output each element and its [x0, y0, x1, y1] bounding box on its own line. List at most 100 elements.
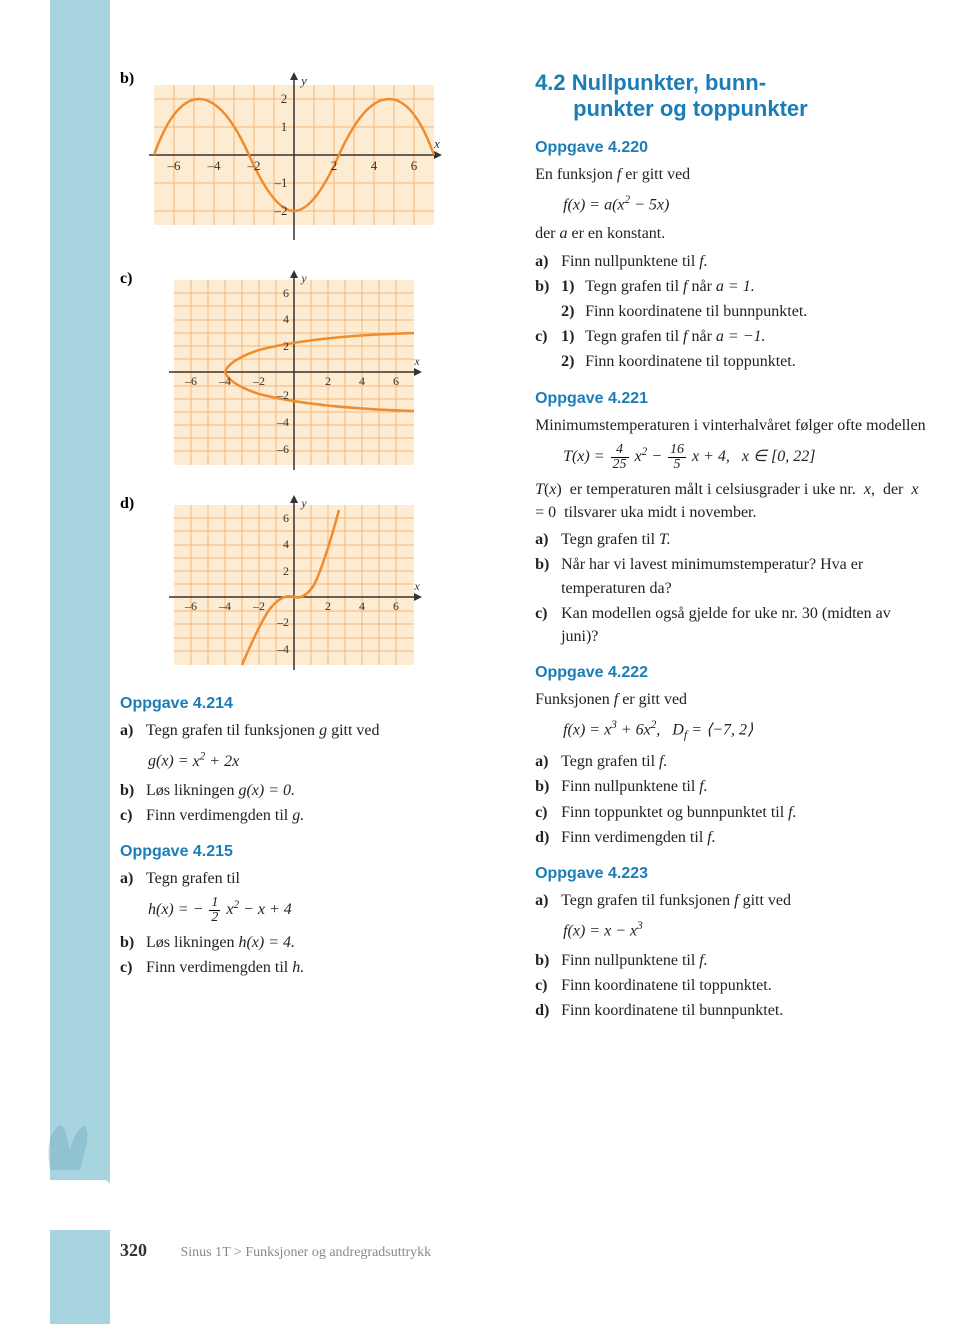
lhs: g(x) — [148, 753, 174, 770]
page-tab — [40, 1180, 110, 1230]
item-tag: c) — [535, 325, 561, 348]
item-tag: a) — [120, 719, 146, 742]
oppgave-4-223-title: Oppgave 4.223 — [535, 865, 930, 883]
svg-text:–1: –1 — [274, 175, 288, 190]
txt: Tegn grafen til — [585, 278, 679, 295]
formula-214: g(x) = x2 + 2x — [148, 748, 505, 773]
item-tag: a) — [535, 889, 561, 912]
graph-label-b: b) — [120, 70, 144, 88]
item-tag: c) — [535, 602, 561, 648]
item-text: Tegn grafen til f når a = −1. — [585, 325, 930, 348]
svg-text:4: 4 — [359, 599, 365, 613]
item-tag: c) — [535, 801, 561, 824]
fraction: 165 — [668, 443, 686, 472]
svg-text:6: 6 — [283, 511, 289, 525]
var: h. — [292, 959, 304, 976]
txt: er gitt ved — [622, 691, 687, 708]
svg-text:–2: –2 — [276, 615, 289, 629]
txt: Tegn grafen til — [585, 328, 679, 345]
oppgave-4-222-title: Oppgave 4.222 — [535, 664, 930, 682]
var: T. — [659, 531, 671, 548]
item-tag: b) — [535, 553, 561, 599]
numerator: 16 — [668, 443, 686, 458]
formula-223: f(x) = x − x3 — [563, 918, 930, 943]
fraction: 12 — [209, 896, 220, 925]
svg-text:–2: –2 — [276, 388, 289, 402]
page: b) –6 –4 –2 — [0, 0, 960, 1324]
svg-text:6: 6 — [411, 158, 418, 173]
svg-text:–4: –4 — [218, 374, 231, 388]
item-text: Finn toppunktet og bunnpunktet til f. — [561, 801, 930, 824]
var: f — [617, 166, 621, 183]
rhs: x2 + 2x — [193, 753, 240, 770]
svg-text:2: 2 — [283, 339, 289, 353]
item-text: Tegn grafen til funksjonen f gitt ved — [561, 889, 930, 912]
var: f. — [699, 778, 707, 795]
svg-text:4: 4 — [359, 374, 365, 388]
item-subtag: 2) — [561, 350, 585, 373]
svg-text:–6: –6 — [184, 599, 197, 613]
item-tag: b) — [535, 275, 561, 298]
graph-c: –6–4–2 246 642 –2–4–6 y x — [144, 270, 505, 475]
txt: Løs likningen — [146, 934, 234, 951]
item-tag: d) — [535, 826, 561, 849]
intro-text: Minimumstemperaturen i vinterhalvåret fø… — [535, 414, 930, 437]
fraction: 425 — [611, 443, 629, 472]
item-text: Løs likningen g(x) = 0. — [146, 779, 505, 802]
item-text: Tegn grafen til — [146, 867, 505, 890]
txt: Tegn grafen til — [561, 531, 655, 548]
item-text: Finn nullpunktene til f. — [561, 250, 930, 273]
txt: Finn nullpunktene til — [561, 952, 695, 969]
item-text: Finn nullpunktene til f. — [561, 949, 930, 972]
chart-cubic: –6–4–2 246 642 –2–4 y x — [164, 495, 424, 675]
item-tag: a) — [120, 867, 146, 890]
item-tag: b) — [535, 775, 561, 798]
content-columns: b) –6 –4 –2 — [120, 70, 930, 1024]
svg-text:x: x — [413, 354, 420, 368]
item-tag: d) — [535, 999, 561, 1022]
var: f — [734, 892, 738, 909]
formula-220: f(x) = a(x2 − 5x) — [563, 192, 930, 217]
item-text: Tegn grafen til f når a = 1. — [585, 275, 930, 298]
svg-text:–4: –4 — [218, 599, 231, 613]
graph-row-c: c) –6–4–2 — [120, 270, 505, 475]
item-text: Finn koordinatene til toppunktet. — [585, 350, 930, 373]
svg-text:2: 2 — [325, 599, 331, 613]
graph-row-d: d) –6–4–2 — [120, 495, 505, 675]
page-footer: 320 Sinus 1T > Funksjoner og andregradsu… — [120, 1240, 431, 1261]
para-221-2: T(x) er temperaturen målt i celsius­grad… — [535, 478, 930, 524]
var: f. — [699, 253, 707, 270]
oppgave-4-214-title: Oppgave 4.214 — [120, 695, 505, 713]
svg-text:6: 6 — [283, 286, 289, 300]
item-subtag: 1) — [561, 325, 585, 348]
svg-text:–2: –2 — [274, 203, 288, 218]
var: f. — [699, 952, 707, 969]
svg-text:–2: –2 — [252, 599, 265, 613]
svg-text:y: y — [300, 496, 307, 510]
txt: når — [691, 328, 711, 345]
numerator: 1 — [209, 896, 220, 911]
item-subtag: 1) — [561, 275, 585, 298]
title-line2: punkter og toppunkter — [573, 96, 808, 121]
svg-text:–6: –6 — [167, 158, 182, 173]
graph-row-b: b) –6–4–2 — [120, 70, 505, 250]
silhouette-decoration — [30, 1100, 110, 1180]
var: f. — [707, 829, 715, 846]
formula-222: f(x) = x3 + 6x2, Df = ⟨−7, 2⟩ — [563, 717, 930, 744]
item-tag: a) — [535, 750, 561, 773]
var: f — [614, 691, 618, 708]
item-text: Tegn grafen til T. — [561, 528, 930, 551]
svg-text:x: x — [413, 579, 420, 593]
item-tag: a) — [535, 250, 561, 273]
txt: Løs likningen — [146, 782, 234, 799]
item-text: Finn nullpunktene til f. — [561, 775, 930, 798]
item-text: Når har vi lavest minimumstemperatur? Hv… — [561, 553, 930, 599]
eq: h(x) = 4. — [238, 934, 295, 951]
item-text: Tegn grafen til f. — [561, 750, 930, 773]
oppgave-4-220-body: En funksjon f er gitt ved f(x) = a(x2 − … — [535, 163, 930, 374]
var: f — [683, 278, 687, 295]
item-tag: b) — [120, 779, 146, 802]
chart-sine: –6–4–2 246 21 –1–2 y x — [144, 70, 444, 250]
item-text: Løs likningen h(x) = 4. — [146, 931, 505, 954]
txt: Tegn grafen til funksjonen — [146, 722, 315, 739]
